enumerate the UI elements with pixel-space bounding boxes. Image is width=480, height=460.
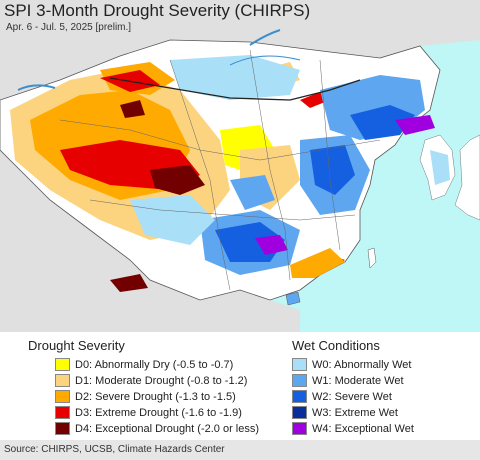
legend-item-d1: D1: Moderate Drought (-0.8 to -1.2) — [55, 373, 247, 388]
drought-d4-myanmar — [110, 274, 148, 292]
legend-item-d4: D4: Exceptional Drought (-2.0 or less) — [55, 421, 259, 436]
drought-map — [0, 0, 480, 332]
outside-region-southeast-asia — [150, 280, 300, 332]
footer-bar: Source: CHIRPS, UCSB, Climate Hazards Ce… — [0, 440, 480, 460]
legend-label: D4: Exceptional Drought (-2.0 or less) — [75, 422, 260, 435]
boundary-line — [249, 49, 291, 281]
legend-label: D1: Moderate Drought (-0.8 to -1.2) — [75, 374, 248, 387]
outside-region — [0, 0, 480, 100]
wet-w2-center — [310, 145, 355, 195]
legend-label: W1: Moderate Wet — [312, 374, 404, 387]
boundary-line — [59, 119, 381, 161]
wet-w1-sichuan — [230, 175, 275, 210]
drought-severity-heading: Drought Severity — [28, 338, 125, 353]
legend-swatch — [55, 422, 70, 435]
legend-label: D2: Severe Drought (-1.3 to -1.5) — [75, 390, 236, 403]
legend-label: W0: Abnormally Wet — [312, 358, 412, 371]
legend-swatch — [292, 390, 307, 403]
japan-islands — [454, 134, 480, 221]
hainan-island — [285, 291, 301, 306]
legend-label: W4: Exceptional Wet — [312, 422, 414, 435]
outside-region-southwest — [0, 150, 150, 332]
taiwan-island — [367, 247, 377, 269]
legend-swatch — [55, 358, 70, 371]
wet-areas — [130, 55, 450, 275]
admin-boundaries — [59, 49, 381, 291]
drought-d2-south-coast — [290, 248, 345, 278]
legend-item-d2: D2: Severe Drought (-1.3 to -1.5) — [55, 389, 236, 404]
wet-w0-korea — [430, 150, 450, 185]
balkhash-lake — [17, 84, 56, 91]
legend-item-w4: W4: Exceptional Wet — [292, 421, 414, 436]
legend-label: D0: Abnormally Dry (-0.5 to -0.7) — [75, 358, 234, 371]
legend-swatch — [55, 390, 70, 403]
country-border-mongolia — [109, 77, 361, 101]
legend-panel: Drought Severity Wet Conditions D0: Abno… — [0, 332, 480, 440]
legend-item-d3: D3: Extreme Drought (-1.6 to -1.9) — [55, 405, 242, 420]
boundary-line — [319, 59, 341, 251]
legend-swatch — [292, 358, 307, 371]
legend-item-w3: W3: Extreme Wet — [292, 405, 398, 420]
legend-item-w0: W0: Abnormally Wet — [292, 357, 411, 372]
drought-d4-center — [150, 165, 205, 195]
source-credit: Source: CHIRPS, UCSB, Climate Hazards Ce… — [4, 444, 225, 455]
baikal-lake — [249, 29, 281, 46]
wet-w0-tibet — [130, 195, 215, 245]
map-title: SPI 3-Month Drought Severity (CHIRPS) — [4, 1, 311, 20]
legend-label: W2: Severe Wet — [312, 390, 392, 403]
wet-w0-north — [170, 55, 300, 100]
legend-swatch — [55, 406, 70, 419]
wet-w4-south — [255, 235, 288, 255]
wet-w4-northeast — [395, 115, 435, 135]
map-subtitle: Apr. 6 - Jul. 5, 2025 [prelim.] — [6, 22, 132, 33]
legend-swatch — [292, 422, 307, 435]
legend-item-w1: W1: Moderate Wet — [292, 373, 404, 388]
legend-label: D3: Extreme Drought (-1.6 to -1.9) — [75, 406, 242, 419]
boundary-line — [89, 199, 356, 221]
wet-conditions-heading: Wet Conditions — [292, 338, 380, 353]
legend-item-d0: D0: Abnormally Dry (-0.5 to -0.7) — [55, 357, 233, 372]
legend-label: W3: Extreme Wet — [312, 406, 398, 419]
river-north — [229, 55, 301, 66]
legend-item-w2: W2: Severe Wet — [292, 389, 392, 404]
drought-d4-north — [120, 100, 145, 118]
legend-swatch — [292, 406, 307, 419]
legend-swatch — [292, 374, 307, 387]
legend-swatch — [55, 374, 70, 387]
boundary-line — [169, 59, 231, 291]
wet-w2-northeast — [350, 105, 415, 140]
